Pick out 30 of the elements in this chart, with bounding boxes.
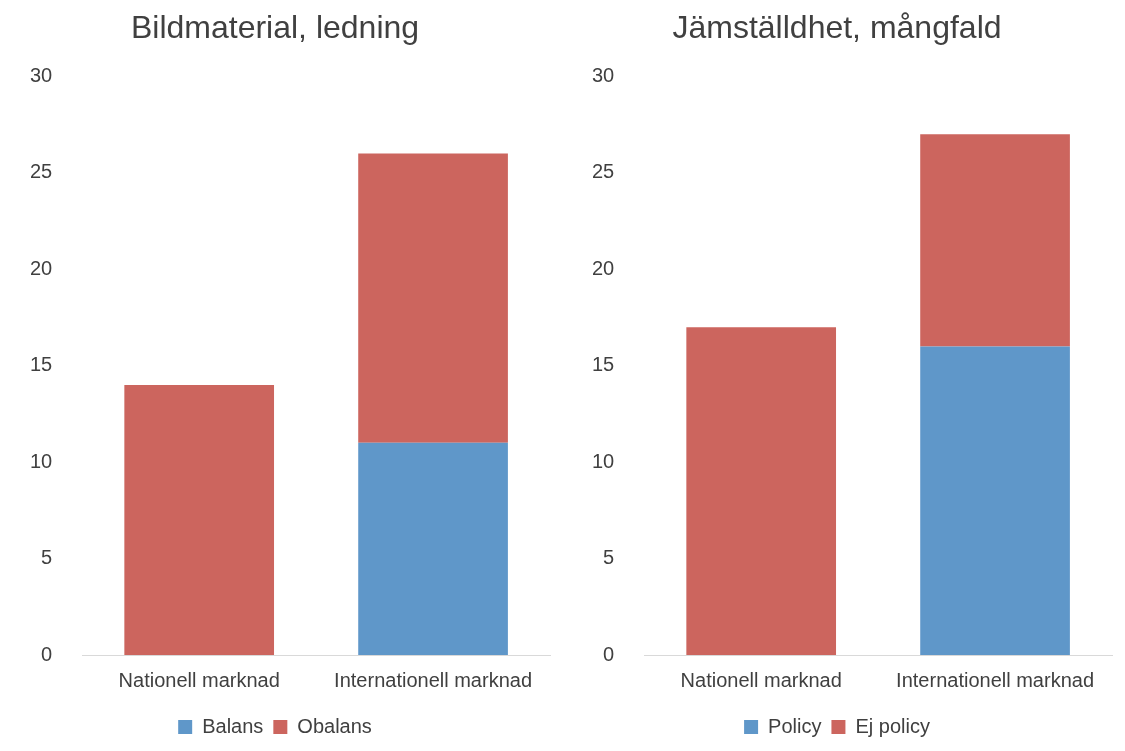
x-tick-label: Nationell marknad xyxy=(680,668,842,691)
y-tick-label: 30 xyxy=(30,63,53,86)
y-tick-label: 5 xyxy=(603,546,615,569)
y-tick-label: 5 xyxy=(41,546,53,569)
bar xyxy=(358,442,508,655)
legend-label: Balans xyxy=(202,714,264,737)
y-tick-label: 10 xyxy=(30,449,53,472)
bar xyxy=(686,327,837,655)
y-tick-label: 30 xyxy=(592,63,615,86)
legend-label: Obalans xyxy=(297,714,372,737)
y-tick-label: 0 xyxy=(41,642,53,665)
bar xyxy=(920,346,1070,655)
chart-title: Bildmaterial, ledning xyxy=(130,9,420,46)
bar xyxy=(124,384,275,655)
y-tick-label: 25 xyxy=(592,160,615,183)
y-tick-label: 20 xyxy=(592,256,615,279)
legend-label: Ej policy xyxy=(855,714,930,737)
legend-label: Policy xyxy=(768,714,822,737)
chart-title: Jämställdhet, mångfald xyxy=(672,9,1002,46)
y-tick-label: 10 xyxy=(592,449,615,472)
y-tick-label: 0 xyxy=(603,642,615,665)
y-tick-label: 15 xyxy=(592,353,615,376)
x-tick-label: Nationell marknad xyxy=(118,668,280,691)
x-tick-label: Internationell marknad xyxy=(334,668,533,691)
bar xyxy=(358,153,508,443)
bar xyxy=(920,134,1070,347)
y-tick-label: 20 xyxy=(30,256,53,279)
y-tick-label: 15 xyxy=(30,353,53,376)
y-tick-label: 25 xyxy=(30,160,53,183)
x-tick-label: Internationell marknad xyxy=(896,668,1095,691)
